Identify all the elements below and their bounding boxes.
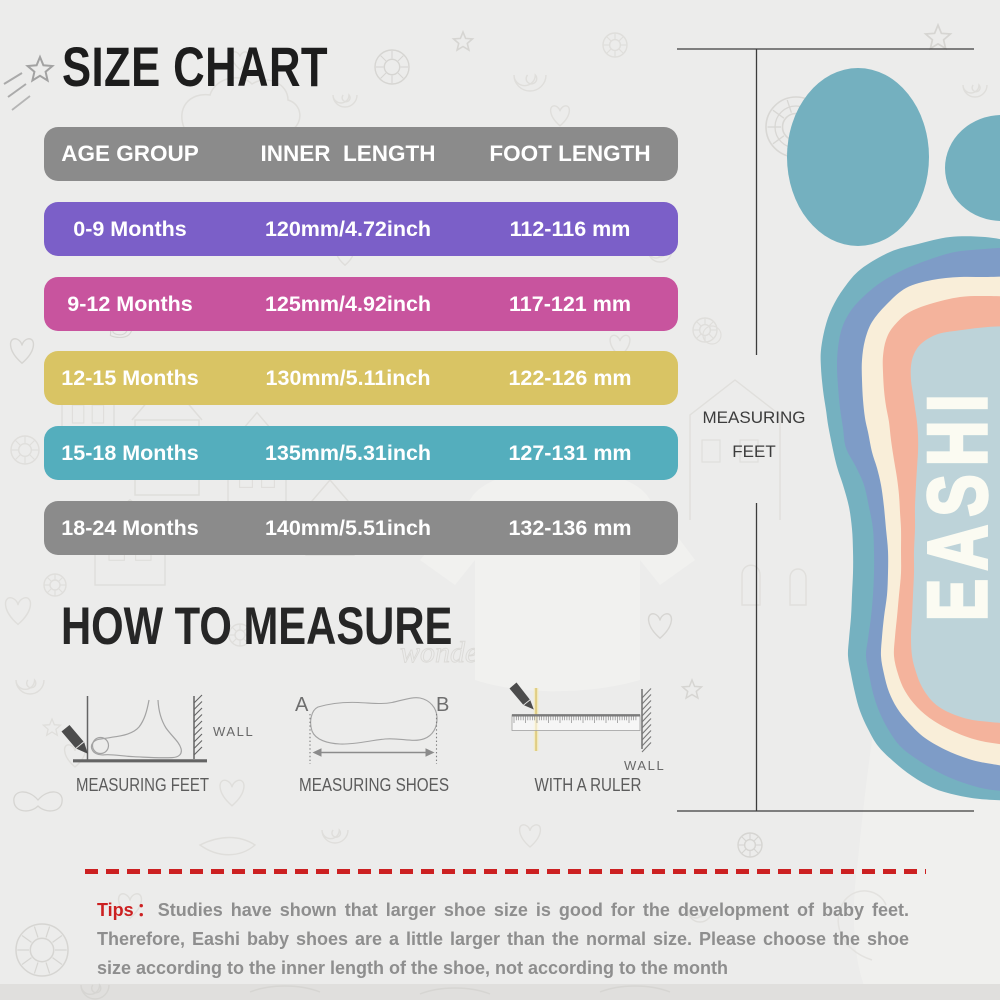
svg-text:MEASURING SHOES: MEASURING SHOES [299, 775, 449, 795]
svg-text:EASHI: EASHI [910, 394, 1000, 621]
svg-text:MEASURING: MEASURING [703, 408, 806, 427]
svg-text:WITH A RULER: WITH A RULER [535, 775, 642, 795]
svg-text:A: A [295, 694, 309, 716]
svg-text:WALL: WALL [213, 724, 254, 739]
svg-text:B: B [436, 694, 449, 716]
svg-text:MEASURING FEET: MEASURING FEET [76, 775, 209, 795]
svg-text:WALL: WALL [624, 758, 665, 773]
svg-text:FEET: FEET [732, 442, 775, 461]
